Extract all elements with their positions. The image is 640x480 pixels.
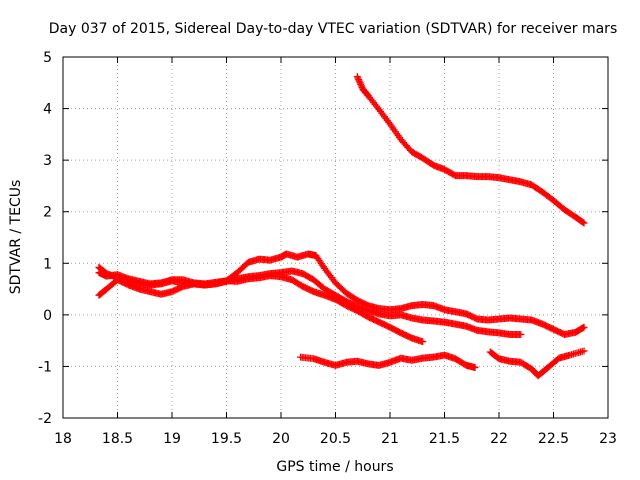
data-point-marker xyxy=(357,80,365,88)
data-point-marker xyxy=(357,82,365,90)
x-tick-label: 18 xyxy=(54,431,72,447)
x-tick-label: 22 xyxy=(490,431,508,447)
x-tick-label: 23 xyxy=(599,431,617,447)
series-track-2 xyxy=(95,267,525,338)
data-point-marker xyxy=(580,219,588,227)
x-tick-label: 21.5 xyxy=(429,431,460,447)
data-point-marker xyxy=(419,338,427,346)
data-point-marker xyxy=(353,73,361,81)
data-point-marker xyxy=(579,218,587,226)
y-tick-label: 5 xyxy=(43,50,52,66)
x-tick-label: 19 xyxy=(163,431,181,447)
y-tick-label: 3 xyxy=(43,153,52,169)
x-tick-labels: 18 18.5 19 19.5 20 20.5 21 21.5 22 22.5 23 xyxy=(54,431,617,447)
plot-frame xyxy=(62,56,609,419)
x-tick-label: 19.5 xyxy=(211,431,242,447)
y-tick-labels: -2 -1 0 1 2 3 4 5 xyxy=(38,50,52,427)
data-point-marker xyxy=(356,79,364,87)
x-tick-label: 18.5 xyxy=(102,431,133,447)
y-tick-label: 4 xyxy=(43,102,52,118)
data-point-marker xyxy=(580,347,588,355)
x-axis-label: GPS time / hours xyxy=(276,459,393,475)
y-tick-label: -2 xyxy=(38,411,52,427)
data-series xyxy=(95,73,588,380)
data-point-marker xyxy=(517,330,525,338)
series-track-3 xyxy=(95,269,427,346)
y-tick-label: 0 xyxy=(43,308,52,324)
series-track-5 xyxy=(297,351,479,371)
y-tick-label: 1 xyxy=(43,256,52,272)
data-point-marker xyxy=(580,323,588,331)
data-point-marker xyxy=(355,77,363,85)
x-tick-label: 22.5 xyxy=(538,431,569,447)
x-tick-label: 21 xyxy=(381,431,399,447)
y-tick-label: 2 xyxy=(43,205,52,221)
series-track-6 xyxy=(486,347,588,380)
data-point-marker xyxy=(471,363,479,371)
chart-title: Day 037 of 2015, Sidereal Day-to-day VTE… xyxy=(49,21,617,37)
y-axis-label: SDTVAR / TECUs xyxy=(8,180,24,295)
x-tick-label: 20.5 xyxy=(320,431,351,447)
data-point-marker xyxy=(354,74,362,82)
x-tick-label: 20 xyxy=(272,431,290,447)
data-point-marker xyxy=(355,76,363,84)
series-track-4 xyxy=(353,73,588,227)
y-tick-label: -1 xyxy=(38,359,52,375)
